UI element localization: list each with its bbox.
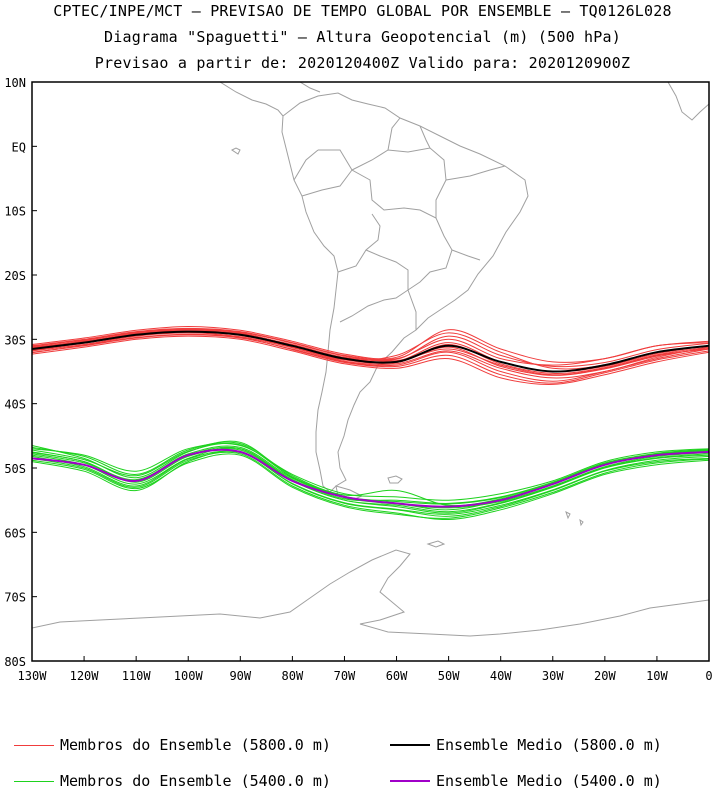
legend-swatch-mean-5400 (390, 780, 430, 782)
galapagos-islands (231, 147, 241, 155)
legend-row-1: Membros do Ensemble (5800.0 m) Ensemble … (0, 736, 725, 756)
ensemble-member-5800-line (32, 332, 709, 379)
x-tick-label: 30W (542, 669, 564, 683)
spaghetti-map: 130W 120W 110W 100W 90W 80W 70W 60W 50W 40W 30W 20W… (4, 76, 712, 683)
x-tick-label: 10W (646, 669, 668, 683)
south-shetland-islands (426, 511, 584, 548)
ensemble-member-5400-line (32, 453, 709, 519)
ensemble-member-5800-line (32, 328, 709, 368)
central-america-coastline (219, 82, 321, 117)
x-tick-label: 20W (594, 669, 616, 683)
x-tick-label: 120W (70, 669, 100, 683)
legend-label-member-5400: Membros do Ensemble (5400.0 m) (60, 772, 331, 790)
chart-title-line-1: CPTEC/INPE/MCT – PREVISAO DE TEMPO GLOBA… (53, 2, 672, 20)
y-tick-label: 70S (4, 591, 26, 605)
legend-item-member-5400: Membros do Ensemble (5400.0 m) (14, 772, 331, 790)
x-tick-label: 70W (334, 669, 356, 683)
ensemble-means-group (32, 330, 709, 508)
ensemble-member-5800-line (32, 325, 709, 363)
y-tick-label: 60S (4, 526, 26, 540)
ensemble-member-5800-line (32, 333, 709, 384)
x-tick-label: 110W (122, 669, 152, 683)
legend-swatch-mean-5800 (390, 744, 430, 746)
y-tick-label: 50S (4, 462, 26, 476)
plot-frame (31, 81, 710, 662)
x-tick-label: 60W (386, 669, 408, 683)
y-tick-label: 10N (4, 76, 26, 90)
ensemble-member-5800-line (32, 335, 709, 385)
legend-row-2: Membros do Ensemble (5400.0 m) Ensemble … (0, 772, 725, 792)
y-tick-label: 30S (4, 333, 26, 347)
ensemble-member-5400-line (32, 442, 709, 501)
ensemble-member-5400-line (32, 447, 709, 514)
y-tick-label: EQ (12, 140, 26, 154)
ensemble-mean-5800-line (32, 330, 709, 373)
plot-axes: 130W 120W 110W 100W 90W 80W 70W 60W 50W 40W 30W 20W… (4, 76, 712, 683)
legend-item-mean-5400: Ensemble Medio (5400.0 m) (390, 772, 662, 790)
ensemble-member-5400-line (32, 451, 709, 521)
legend-label-member-5800: Membros do Ensemble (5800.0 m) (60, 736, 331, 754)
y-tick-label: 20S (4, 269, 26, 283)
legend-swatch-member-5800 (14, 744, 54, 746)
legend-item-member-5800: Membros do Ensemble (5800.0 m) (14, 736, 331, 754)
ensemble-member-5400-line (32, 450, 709, 515)
legend-item-mean-5800: Ensemble Medio (5800.0 m) (390, 736, 662, 754)
legend-label-mean-5800: Ensemble Medio (5800.0 m) (436, 736, 662, 754)
x-tick-label: 100W (174, 669, 204, 683)
x-tick-label: 130W (18, 669, 48, 683)
country-borders (293, 117, 506, 330)
ensemble-member-5400-line (32, 450, 709, 517)
x-tick-label: 50W (438, 669, 460, 683)
y-tick-label: 40S (4, 398, 26, 412)
chart-title-line-3: Previsao a partir de: 2020120400Z Valido… (94, 54, 631, 72)
x-tick-label: 40W (490, 669, 512, 683)
ensemble-member-5400-line (32, 448, 709, 513)
africa-coastline (667, 82, 709, 121)
ensemble-member-5400-line (32, 445, 709, 509)
south-america-coastline (281, 92, 529, 493)
chart-title-line-2: Diagrama "Spaguetti" – Altura Geopotenci… (104, 28, 621, 46)
x-tick-label: 0 (705, 669, 712, 683)
legend-label-mean-5400: Ensemble Medio (5400.0 m) (436, 772, 662, 790)
y-tick-label: 10S (4, 205, 26, 219)
x-tick-label: 90W (229, 669, 251, 683)
legend-swatch-member-5400 (14, 780, 54, 782)
antarctica-coastline (32, 549, 709, 637)
ensemble-mean-5400-line (32, 448, 709, 508)
x-tick-label: 80W (282, 669, 304, 683)
y-tick-label: 80S (4, 655, 26, 669)
